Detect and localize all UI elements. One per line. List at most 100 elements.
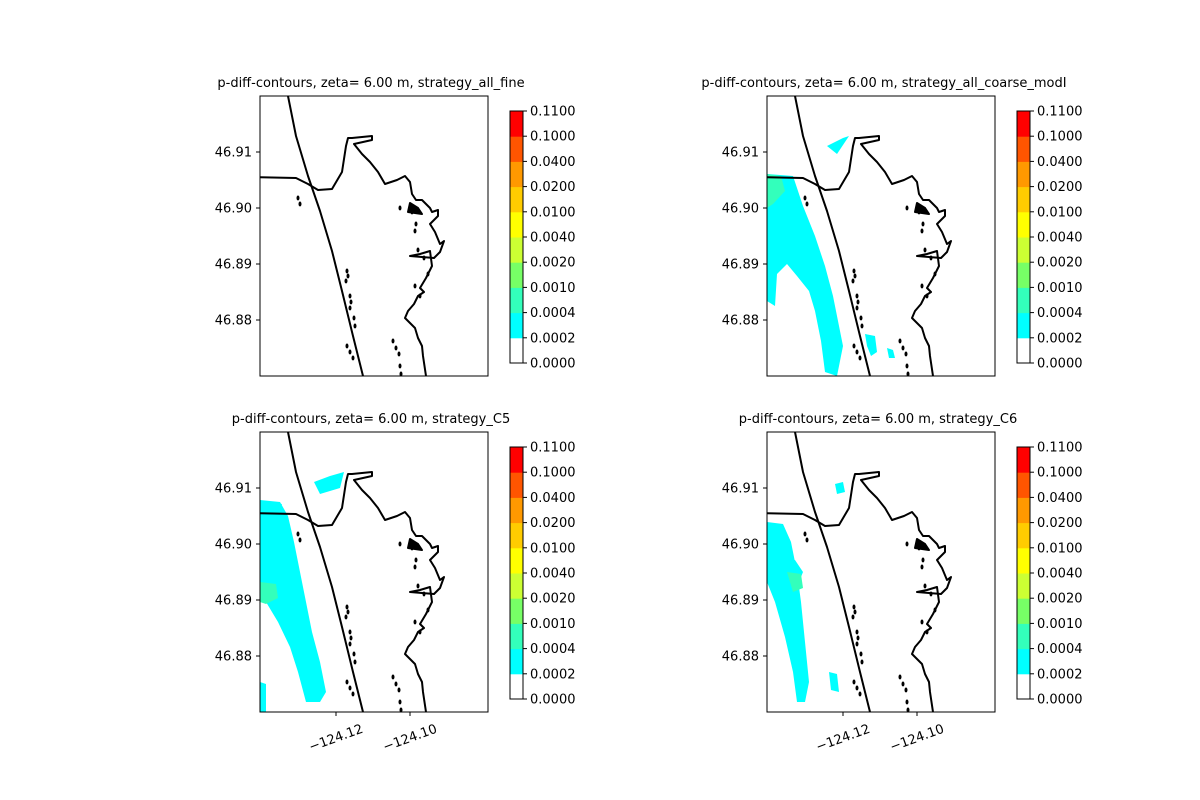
- contour-region-cyan: [260, 500, 326, 702]
- x-tick-label: −124.10: [381, 722, 439, 755]
- colorbar-tick-label: 0.0004: [530, 642, 576, 657]
- coastline-island: [933, 607, 937, 613]
- coastline-island: [413, 228, 417, 234]
- coastline-island: [905, 363, 909, 369]
- coastline-island: [855, 629, 859, 635]
- coastline-island: [853, 273, 857, 279]
- colorbar: 0.0000 0.0002 0.0004 0.0010 0.0020 0.0040 0.01…: [1016, 105, 1083, 372]
- coastline-island: [852, 268, 856, 274]
- coastline: [767, 432, 952, 712]
- y-tick-label: 46.91: [722, 146, 759, 161]
- coastline-island: [398, 541, 402, 547]
- coastline-island: [353, 323, 357, 329]
- coastline-line: [794, 432, 871, 712]
- contour-region-cyan: [260, 682, 266, 712]
- coastline-island: [346, 609, 350, 615]
- y-tick-label: 46.89: [722, 594, 759, 609]
- coastline-island: [353, 659, 357, 665]
- coastline-island: [852, 604, 856, 610]
- coastline-island: [906, 707, 910, 712]
- coastline-island: [851, 614, 855, 620]
- y-tick-label: 46.91: [215, 482, 252, 497]
- coastline-island: [413, 619, 417, 625]
- colorbar-band: [1017, 262, 1030, 288]
- contour-region-cyan: [887, 348, 895, 358]
- y-tick-label: 46.89: [215, 258, 252, 273]
- colorbar-tick-label: 0.0010: [530, 617, 576, 632]
- colorbar-tick-label: 0.1000: [530, 130, 576, 145]
- colorbar-band: [1017, 337, 1030, 364]
- y-tick-label: 46.88: [215, 314, 252, 329]
- colorbar-tick-label: 0.0040: [1037, 231, 1083, 246]
- colorbar-band: [1017, 497, 1030, 524]
- colorbar-tick-label: 0.1000: [1037, 130, 1083, 145]
- coastline-island: [898, 338, 902, 344]
- coastline-island: [859, 315, 863, 321]
- coastline-island: [391, 674, 395, 680]
- coastline-island: [398, 363, 402, 369]
- coastline-island: [426, 607, 430, 613]
- colorbar-tick-label: 0.1100: [530, 441, 576, 456]
- coastline-island: [859, 651, 863, 657]
- colorbar-band: [510, 287, 523, 314]
- colorbar-band: [510, 312, 523, 339]
- subplot-title: p-diff-contours, zeta= 6.00 m, strategy_…: [232, 412, 510, 427]
- colorbar-band: [510, 136, 523, 162]
- colorbar-band: [510, 497, 523, 524]
- coastline-island: [298, 537, 302, 543]
- colorbar-band: [1017, 573, 1030, 599]
- coastline-island: [399, 371, 403, 376]
- contour-region-cyan: [827, 136, 849, 154]
- subplot-1: p-diff-contours, zeta= 6.00 m, strategy_…: [215, 76, 576, 377]
- coastline-island: [920, 283, 924, 289]
- y-tick-label: 46.91: [722, 482, 759, 497]
- colorbar-tick-label: 0.0000: [530, 693, 576, 708]
- coastline-island: [929, 255, 933, 261]
- colorbar-band: [510, 472, 523, 498]
- colorbar-band: [1017, 237, 1030, 263]
- coastline-island: [344, 278, 348, 284]
- colorbar-tick-label: 0.0004: [530, 306, 576, 321]
- coastline-island: [296, 195, 300, 201]
- contour-region-cyan: [767, 174, 843, 376]
- contour-region-teal: [260, 582, 278, 604]
- colorbar-tick-label: 0.0004: [1037, 306, 1083, 321]
- y-tick-label: 46.89: [215, 594, 252, 609]
- coastline-island: [858, 691, 862, 697]
- axes-frame: [259, 95, 489, 377]
- colorbar-tick-label: 0.0002: [530, 331, 576, 346]
- coastline-island: [416, 583, 420, 589]
- colorbar-band: [1017, 648, 1030, 675]
- colorbar-tick-label: 0.0400: [1037, 491, 1083, 506]
- y-tick-label: 46.89: [722, 258, 759, 273]
- colorbar-band: [1017, 287, 1030, 314]
- coastline-island: [856, 299, 860, 305]
- coastline-island: [805, 201, 809, 207]
- colorbar-band: [1017, 673, 1030, 700]
- coastline-island: [397, 687, 401, 693]
- colorbar-tick-label: 0.0000: [1037, 357, 1083, 372]
- coastline-island: [398, 699, 402, 705]
- coastline-island: [860, 659, 864, 665]
- colorbar: 0.0000 0.0002 0.0004 0.0010 0.0020 0.0040 0.01…: [509, 441, 576, 708]
- colorbar-band: [1017, 472, 1030, 498]
- coastline-island: [416, 247, 420, 253]
- coastline-island: [852, 679, 856, 685]
- colorbar-band: [1017, 447, 1030, 473]
- coastline: [260, 432, 445, 712]
- coastline-island: [345, 268, 349, 274]
- coastline-line: [794, 96, 871, 376]
- coastline-island: [352, 315, 356, 321]
- colorbar-tick-label: 0.0002: [1037, 331, 1083, 346]
- coastline-island: [348, 629, 352, 635]
- colorbar-band: [510, 673, 523, 700]
- plot-area: [260, 432, 488, 712]
- colorbar-band: [510, 522, 523, 549]
- coastline-island: [414, 557, 418, 563]
- subplot-2: p-diff-contours, zeta= 6.00 m, strategy_…: [701, 76, 1083, 377]
- coastline-island: [394, 345, 398, 351]
- colorbar: 0.0000 0.0002 0.0004 0.0010 0.0020 0.0040 0.01…: [1016, 441, 1083, 708]
- subplot-title: p-diff-contours, zeta= 6.00 m, strategy_…: [701, 76, 1066, 91]
- colorbar-band: [1017, 623, 1030, 650]
- colorbar-band: [510, 237, 523, 263]
